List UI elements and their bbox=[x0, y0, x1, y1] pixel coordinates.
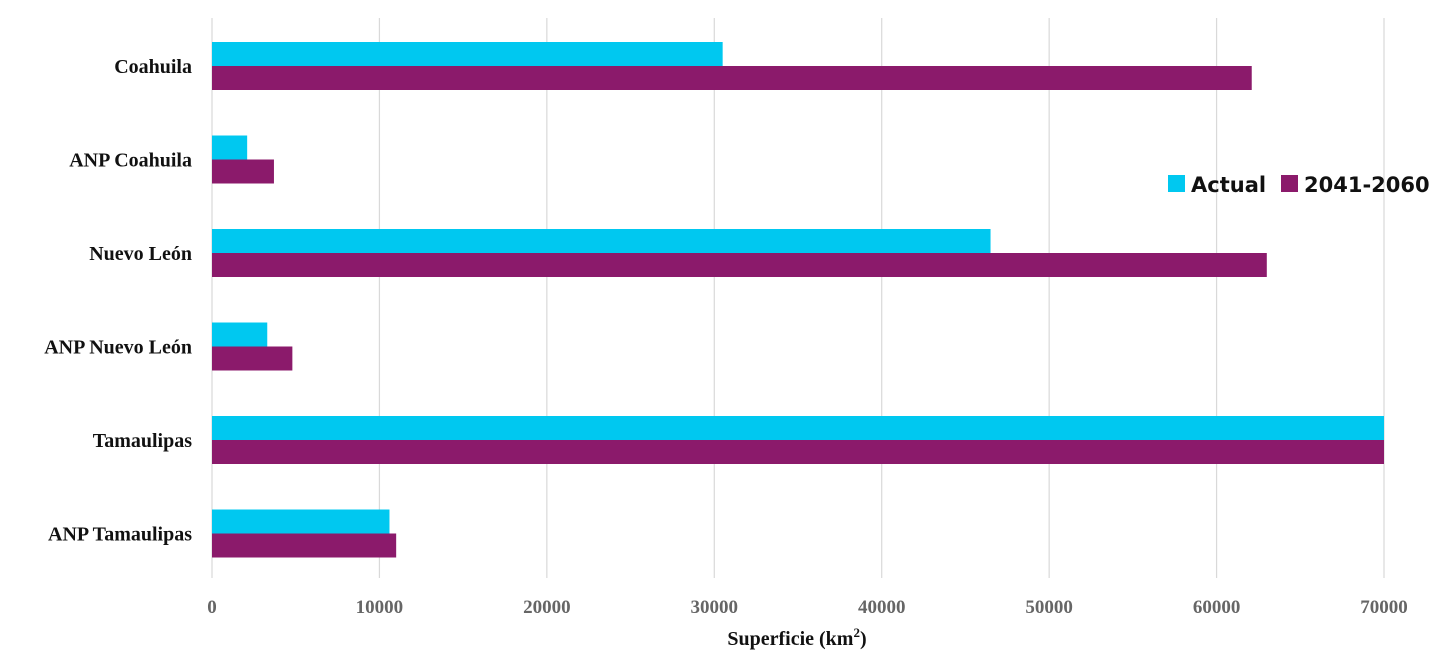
x-tick-label: 10000 bbox=[356, 597, 404, 618]
x-tick-labels: 0 10000 20000 30000 40000 50000 60000 70000 bbox=[207, 597, 1408, 618]
bar-actual bbox=[212, 229, 991, 253]
bar-actual bbox=[212, 509, 390, 534]
x-tick-label: 40000 bbox=[858, 597, 906, 618]
category-label: ANP Coahuila bbox=[69, 150, 192, 172]
category-label: Nuevo León bbox=[89, 243, 192, 265]
bar-2041-2060 bbox=[212, 66, 1252, 90]
bar-2041-2060 bbox=[212, 253, 1267, 277]
x-tick-label: 60000 bbox=[1193, 597, 1241, 618]
bar-2041-2060 bbox=[212, 159, 274, 184]
bar-actual bbox=[212, 416, 1384, 440]
legend-label-actual: Actual bbox=[1191, 173, 1266, 197]
bar-actual bbox=[212, 135, 248, 160]
x-axis-title: Superficie (km2) bbox=[727, 625, 866, 650]
x-tick-label: 20000 bbox=[523, 597, 571, 618]
category-label: ANP Nuevo León bbox=[44, 337, 192, 359]
bars bbox=[212, 42, 1384, 558]
x-tick-label: 70000 bbox=[1360, 597, 1408, 618]
x-tick-label: 30000 bbox=[691, 597, 739, 618]
bar-2041-2060 bbox=[212, 440, 1384, 464]
category-label: Tamaulipas bbox=[93, 430, 193, 452]
legend-swatch-2041-2060 bbox=[1281, 175, 1298, 192]
bar-2041-2060 bbox=[212, 346, 293, 371]
category-label: Coahuila bbox=[114, 56, 192, 78]
category-label: ANP Tamaulipas bbox=[48, 524, 192, 546]
x-axis-title-main: Superficie (km bbox=[727, 628, 853, 650]
gridlines bbox=[211, 18, 1385, 578]
x-tick-label: 0 bbox=[207, 597, 217, 618]
x-tick-label: 50000 bbox=[1025, 597, 1073, 618]
x-axis-title-superscript: 2 bbox=[853, 625, 860, 640]
legend: Actual 2041-2060 bbox=[1168, 173, 1430, 197]
x-axis-title-close: ) bbox=[860, 628, 867, 650]
category-labels: Coahuila ANP Coahuila Nuevo León ANP Nuevo … bbox=[44, 56, 192, 546]
legend-label-2041-2060: 2041-2060 bbox=[1304, 173, 1430, 197]
bar-actual bbox=[212, 42, 723, 66]
legend-swatch-actual bbox=[1168, 175, 1185, 192]
bar-2041-2060 bbox=[212, 533, 397, 558]
bar-actual bbox=[212, 322, 268, 347]
